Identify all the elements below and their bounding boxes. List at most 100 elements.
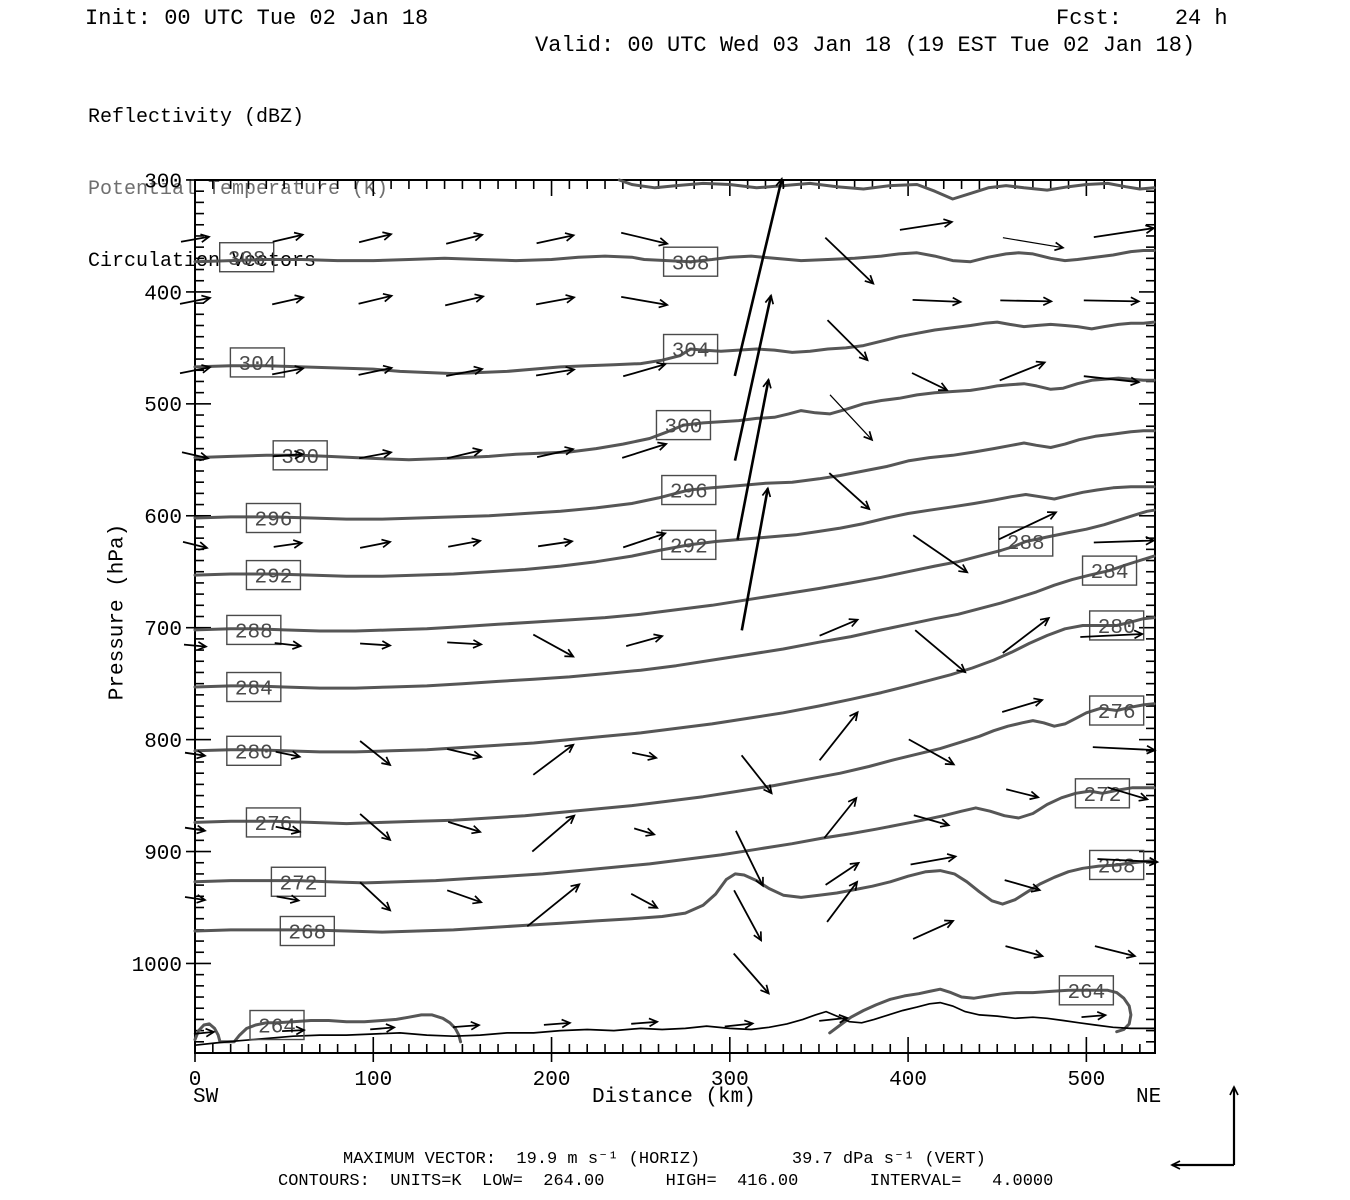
circulation-vector-arrow (531, 814, 576, 853)
circulation-vector-arrow (999, 360, 1047, 382)
circulation-vector-arrow (913, 814, 951, 828)
contour-296 (193, 429, 1156, 521)
circulation-vector-arrow (445, 232, 485, 245)
contour-label-box (1058, 975, 1115, 1006)
circulation-vector-arrow (275, 750, 302, 760)
circulation-vector-arrow (622, 361, 668, 378)
contour-label-text: 308 (672, 253, 710, 276)
circulation-vector-arrow (1001, 697, 1045, 713)
circulation-vector-arrow (625, 633, 665, 647)
circulation-vector-arrow (733, 952, 770, 995)
contour-label-box (226, 735, 282, 767)
init-time-label: Init: 00 UTC Tue 02 Jan 18 (85, 6, 429, 31)
circulation-vector-arrow (532, 743, 575, 776)
circulation-vector-arrow (448, 537, 483, 548)
contour-label-text: 292 (255, 567, 293, 590)
circulation-vector-arrow (826, 319, 869, 362)
y-tick-label: 800 (144, 731, 182, 754)
contour-label-text: 276 (255, 814, 293, 837)
contour-264 (193, 1013, 463, 1044)
circulation-vector-arrow (536, 446, 575, 458)
y-tick-label: 300 (144, 171, 182, 194)
y-tick-label: 700 (144, 619, 182, 642)
circulation-vector-arrow (532, 633, 575, 658)
circulation-vector-arrow (274, 640, 303, 650)
circulation-vector-arrow (899, 218, 954, 231)
circulation-vector-arrow (1005, 788, 1041, 801)
contour-label-text: 304 (238, 354, 276, 377)
contour-label-box (662, 246, 719, 277)
circulation-vector-arrow (622, 531, 668, 549)
circulation-vector-arrow (452, 1020, 481, 1031)
circulation-vector-arrow (446, 889, 483, 905)
contour-label-box (655, 409, 712, 441)
contour-label-box (662, 333, 719, 365)
circulation-vector-arrow (1097, 856, 1160, 867)
contour-276 (193, 702, 1156, 826)
circulation-vector-arrow (184, 824, 207, 835)
circulation-vector-arrow (736, 377, 772, 541)
circulation-vector-arrow (735, 830, 764, 888)
max-vector-caption: MAXIMUM VECTOR: 19.9 m s⁻¹ (HORIZ) 39.7 … (343, 1150, 986, 1169)
contour-label-box (661, 474, 717, 506)
contour-label-box (226, 671, 282, 703)
contour-288 (193, 508, 1156, 633)
contour-label-text: 280 (235, 742, 273, 765)
reference-vector (1170, 1085, 1239, 1170)
y-tick-label: 900 (144, 843, 182, 866)
legend-reflectivity: Reflectivity (dBZ) (88, 106, 305, 129)
circulation-vector-arrow (1000, 296, 1054, 307)
contour-264 (828, 987, 1133, 1035)
circulation-vector-arrow (276, 894, 301, 904)
circulation-vector-arrow (829, 394, 874, 442)
x-tick-label: 400 (889, 1069, 927, 1092)
circulation-vector-arrow (273, 539, 304, 549)
contour-label-box (1081, 555, 1138, 586)
circulation-vector-arrow (824, 236, 875, 285)
circulation-vector-arrow (272, 294, 306, 306)
circulation-vector-arrow (272, 450, 305, 460)
circulation-vector-arrow (359, 538, 392, 549)
contour-label-box (1088, 695, 1145, 726)
circulation-vector-arrow (908, 738, 956, 766)
circulation-vectors (179, 177, 1160, 1038)
contour-label-box (226, 614, 282, 646)
contour-label-text: 300 (665, 417, 703, 440)
circulation-vector-arrow (1093, 224, 1156, 238)
contour-label-box (661, 529, 717, 561)
contour-312 (617, 178, 1156, 201)
circulation-vector-arrow (912, 296, 963, 307)
contour-label-box (249, 1009, 305, 1041)
circulation-vector-arrow (740, 486, 772, 631)
circulation-vector-arrow (912, 534, 969, 574)
contour-label-box (245, 502, 302, 534)
circulation-vector-arrow (181, 451, 210, 462)
sw-endpoint-label: SW (193, 1086, 219, 1109)
circulation-vector-arrow (537, 537, 574, 548)
surface-reflectivity-line (194, 1001, 1155, 1047)
circulation-vector-arrow (911, 372, 949, 391)
x-tick-label: 500 (1067, 1069, 1105, 1092)
contour-label-text: 264 (1067, 982, 1105, 1005)
contour-284 (193, 554, 1156, 690)
y-tick-label: 600 (144, 507, 182, 530)
circulation-vector-arrow (621, 441, 669, 459)
valid-time-label: Valid: 00 UTC Wed 03 Jan 18 (19 EST Tue … (535, 33, 1196, 58)
circulation-vector-arrow (823, 796, 858, 839)
circulation-vector-arrow (818, 710, 859, 761)
forecast-hour-label: Fcst: 24 h (1056, 6, 1228, 31)
contour-label-text: 304 (672, 341, 710, 364)
contour-272 (193, 786, 1156, 885)
contour-label-text: 268 (1098, 857, 1136, 880)
circulation-vector-arrow (1107, 786, 1150, 802)
circulation-vector-arrow (282, 1025, 306, 1036)
contour-label-text: 272 (1084, 785, 1122, 808)
circulation-vector-arrow (446, 748, 484, 760)
contour-label-text: 272 (279, 873, 317, 896)
circulation-vector-arrow (184, 894, 207, 904)
x-axis-title: Distance (km) (592, 1086, 756, 1109)
circulation-vector-arrow (1083, 375, 1141, 387)
circulation-vector-arrow (183, 641, 208, 651)
